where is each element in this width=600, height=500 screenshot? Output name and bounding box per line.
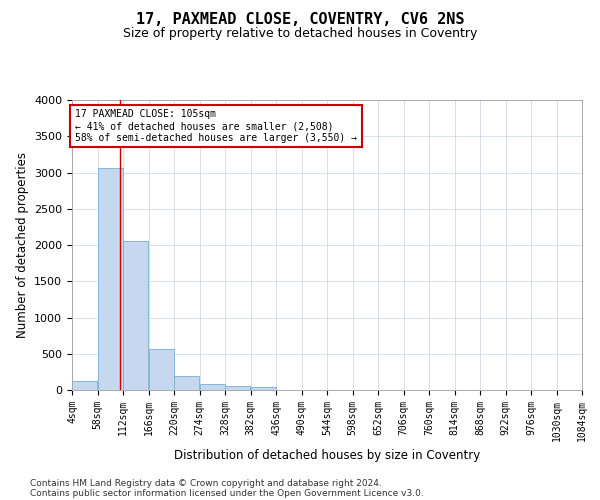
Bar: [98, 168, 123, 390]
Text: Size of property relative to detached houses in Coventry: Size of property relative to detached ho…: [123, 28, 477, 40]
Bar: [251, 387, 276, 390]
Bar: [200, 384, 225, 390]
Text: 17, PAXMEAD CLOSE, COVENTRY, CV6 2NS: 17, PAXMEAD CLOSE, COVENTRY, CV6 2NS: [136, 12, 464, 28]
X-axis label: Distribution of detached houses by size in Coventry: Distribution of detached houses by size …: [174, 449, 480, 462]
Bar: [149, 350, 174, 390]
Bar: [123, 240, 148, 390]
Bar: [174, 376, 199, 390]
Bar: [225, 386, 250, 390]
Bar: [72, 380, 97, 390]
Text: 17 PAXMEAD CLOSE: 105sqm
← 41% of detached houses are smaller (2,508)
58% of sem: 17 PAXMEAD CLOSE: 105sqm ← 41% of detach…: [75, 110, 357, 142]
Text: Contains public sector information licensed under the Open Government Licence v3: Contains public sector information licen…: [30, 488, 424, 498]
Y-axis label: Number of detached properties: Number of detached properties: [16, 152, 29, 338]
Text: Contains HM Land Registry data © Crown copyright and database right 2024.: Contains HM Land Registry data © Crown c…: [30, 478, 382, 488]
